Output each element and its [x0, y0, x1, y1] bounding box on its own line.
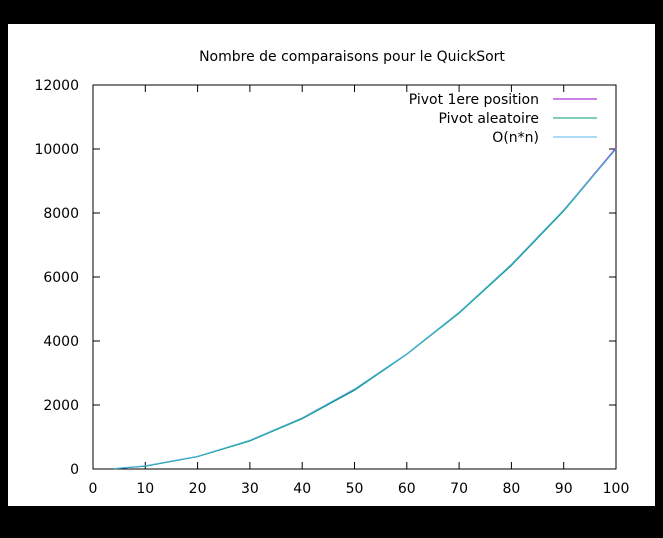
x-tick-label: 70 [450, 481, 468, 497]
x-tick-label: 0 [89, 481, 98, 497]
y-tick-label: 12000 [34, 78, 79, 94]
series-line-3 [113, 148, 617, 469]
chart-title: Nombre de comparaisons pour le QuickSort [199, 49, 505, 65]
chart-canvas: Nombre de comparaisons pour le QuickSort… [8, 24, 655, 506]
y-tick-label: 2000 [43, 398, 79, 414]
x-tick-label: 10 [136, 481, 154, 497]
x-tick-label: 20 [189, 481, 207, 497]
y-tick-label: 10000 [34, 142, 79, 158]
x-tick-label: 90 [555, 481, 573, 497]
legend-label-3: O(n*n) [492, 130, 539, 146]
x-tick-label: 30 [241, 481, 259, 497]
legend-label-2: Pivot aleatoire [439, 111, 539, 127]
x-tick-label: 100 [603, 481, 630, 497]
chart-svg: Nombre de comparaisons pour le QuickSort… [34, 49, 629, 497]
y-tick-label: 8000 [43, 206, 79, 222]
y-tick-label: 0 [70, 462, 79, 478]
axis-ticks: 0 10 20 30 40 50 60 70 80 90 100 0 2000 4000 6000 8000 1… [34, 78, 629, 497]
x-tick-label: 50 [346, 481, 364, 497]
series-line-1 [113, 147, 617, 470]
legend: Pivot 1ere position Pivot aleatoire O(n*n) [409, 92, 597, 146]
y-tick-label: 4000 [43, 334, 79, 350]
x-tick-label: 80 [502, 481, 520, 497]
series-layer [113, 147, 617, 470]
legend-label-1: Pivot 1ere position [409, 92, 539, 108]
x-tick-label: 60 [398, 481, 416, 497]
x-tick-label: 40 [293, 481, 311, 497]
series-line-2 [113, 148, 617, 470]
y-tick-label: 6000 [43, 270, 79, 286]
